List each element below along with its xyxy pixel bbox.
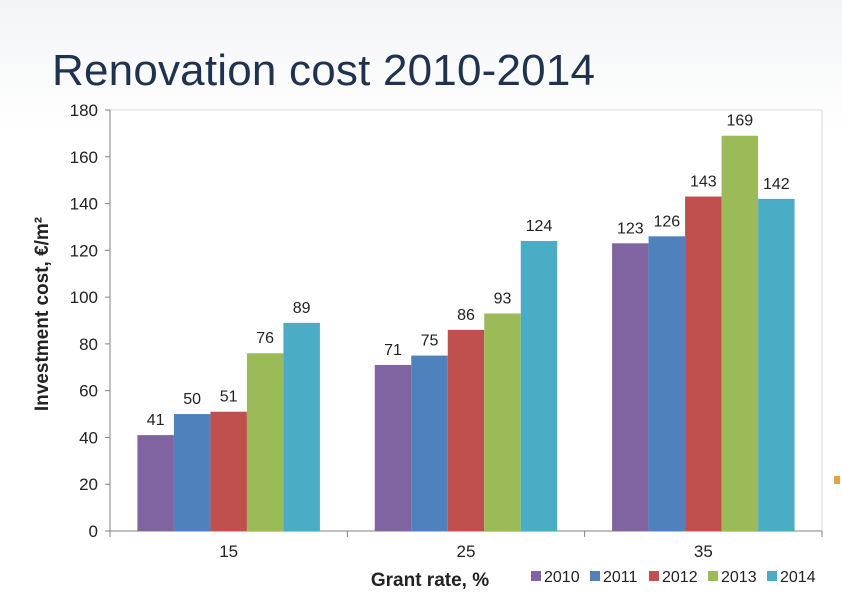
- y-axis: 0 20 40 60 80 100 120 140 160 180: [70, 101, 111, 541]
- x-tick-label: 15: [219, 542, 238, 561]
- y-tick-label: 100: [70, 288, 98, 307]
- y-tick-label: 160: [70, 148, 98, 167]
- data-label: 93: [494, 290, 512, 307]
- data-label: 142: [763, 176, 790, 193]
- data-label: 76: [256, 330, 274, 347]
- bar: [721, 135, 759, 531]
- bar: [612, 243, 649, 532]
- bar: [246, 353, 284, 531]
- y-tick-label: 40: [79, 428, 98, 447]
- bar: [484, 313, 521, 531]
- y-tick-label: 120: [70, 241, 98, 260]
- y-tick-label: 0: [89, 522, 98, 541]
- slide-title: Renovation cost 2010-2014: [52, 46, 596, 95]
- data-label: 89: [293, 300, 311, 317]
- legend-swatch: [708, 571, 718, 581]
- legend-swatch: [590, 571, 600, 581]
- bar: [758, 198, 795, 531]
- accent-mark: [834, 476, 840, 484]
- y-tick-label: 180: [70, 101, 98, 120]
- bar: [137, 435, 174, 531]
- bar: [685, 196, 722, 532]
- y-tick-label: 140: [70, 195, 98, 214]
- data-label: 86: [457, 307, 475, 324]
- bar: [283, 322, 320, 531]
- data-label: 41: [147, 412, 165, 429]
- data-label: 123: [617, 220, 644, 237]
- legend-label: 2013: [721, 569, 757, 586]
- data-label: 51: [220, 389, 238, 406]
- bar: [210, 411, 247, 531]
- y-axis-title: Investment cost, €/m²: [32, 217, 53, 411]
- legend-swatch: [767, 571, 777, 581]
- data-label: 124: [526, 218, 553, 235]
- legend-label: 2014: [780, 569, 816, 586]
- bar: [648, 236, 686, 532]
- data-label: 75: [421, 333, 439, 350]
- y-tick-label: 20: [79, 475, 98, 494]
- bar: [374, 364, 412, 531]
- data-label: 71: [384, 342, 402, 359]
- bar: [173, 414, 211, 531]
- data-label: 50: [183, 391, 201, 408]
- x-axis: 15 25 35: [109, 530, 823, 561]
- data-label: 126: [653, 213, 680, 230]
- y-tick-label: 80: [79, 335, 98, 354]
- x-tick-label: 25: [457, 542, 476, 561]
- legend-swatch: [649, 571, 659, 581]
- bar: [447, 329, 485, 531]
- legend-swatch: [531, 571, 541, 581]
- data-label-group: 41 71 123 50 75 126 51 86 143 76 93 169 89 124 142: [147, 113, 790, 429]
- legend-label: 2010: [544, 569, 580, 586]
- bar-series-group: [137, 135, 795, 532]
- data-label: 169: [726, 113, 753, 130]
- x-axis-title: Grant rate, %: [371, 570, 489, 591]
- data-label: 143: [690, 174, 717, 191]
- x-tick-label: 35: [694, 542, 713, 561]
- legend-label: 2012: [662, 569, 698, 586]
- legend-label: 2011: [603, 569, 638, 586]
- y-tick-label: 60: [79, 382, 98, 401]
- bar: [520, 240, 558, 531]
- bar: [411, 355, 448, 531]
- chart-legend: 2010 2011 2012 2013 2014: [531, 569, 816, 586]
